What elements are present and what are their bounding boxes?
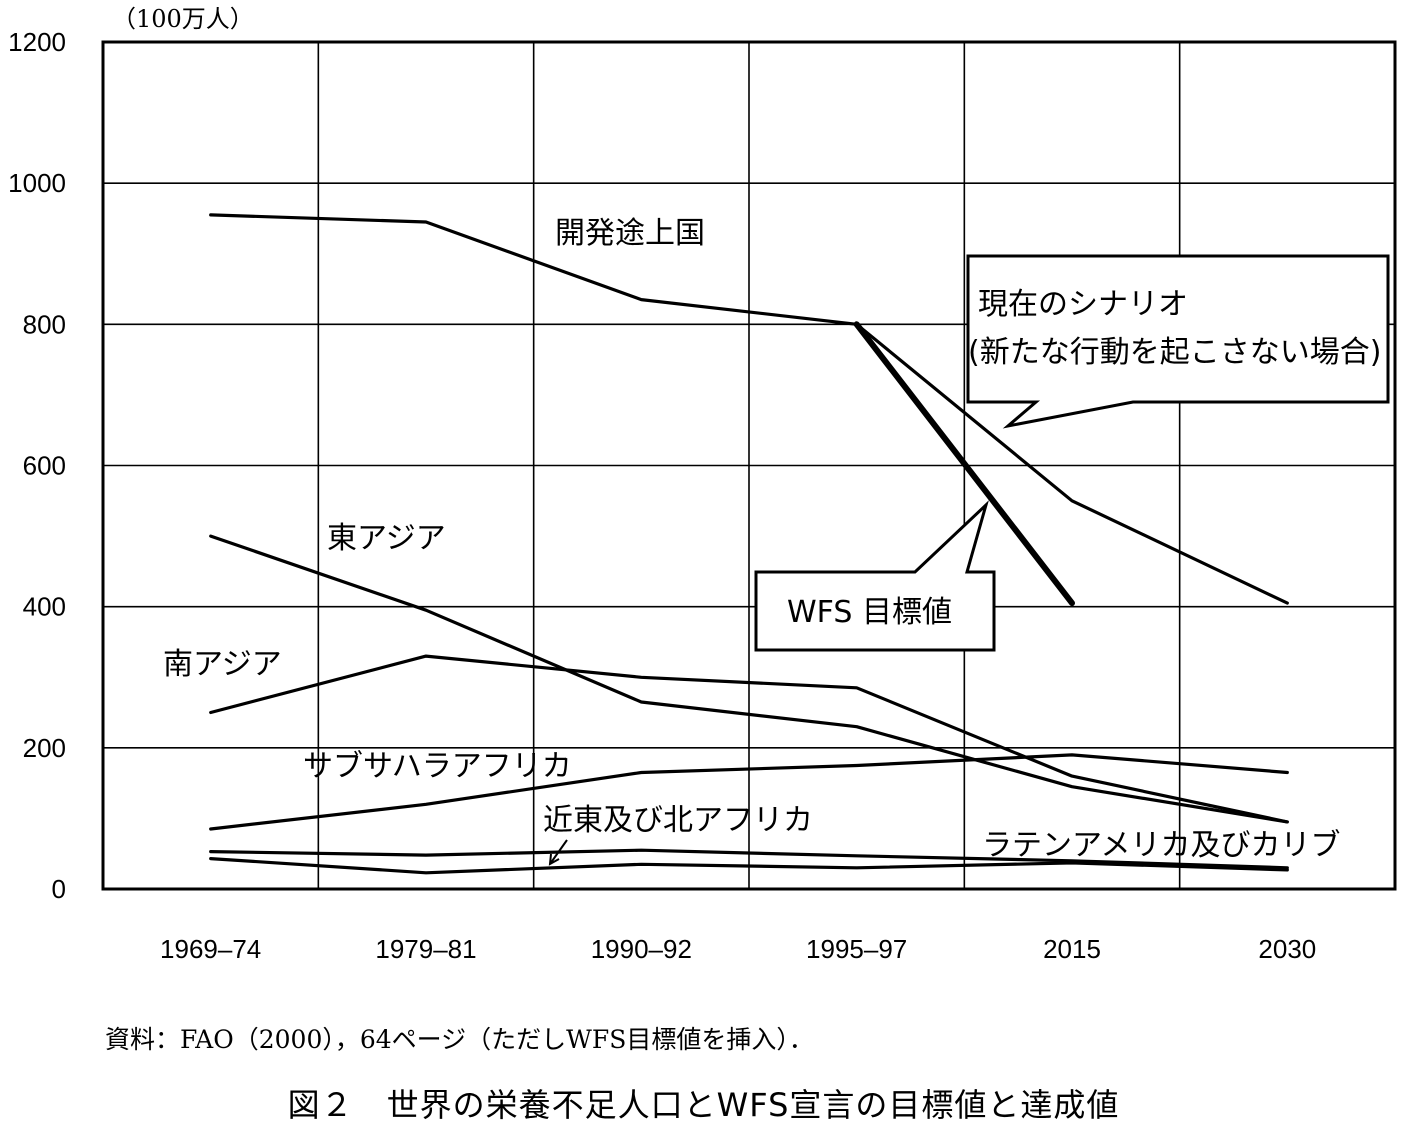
x-tick-label: 1995–97	[806, 934, 907, 964]
series-line	[209, 856, 1289, 875]
series-line	[853, 321, 1075, 607]
y-tick-labels: 0 200 400 600 800 1000 1200	[8, 27, 66, 904]
label-south-asia: 南アジア	[163, 647, 282, 682]
source-note: 資料：FAO（2000），64ページ（ただしWFS目標値を挿入）．	[105, 1025, 814, 1054]
series-line	[209, 654, 1289, 824]
label-east-asia: 東アジア	[327, 521, 446, 556]
label-wfs-target: WFS 目標値	[787, 595, 952, 630]
label-latin-america-caribbean: ラテンアメリカ及びカリブ	[982, 828, 1341, 863]
series-line	[209, 213, 859, 326]
y-tick-label: 0	[52, 874, 66, 904]
y-tick-label: 400	[23, 592, 66, 622]
callout-scenario	[966, 254, 1390, 429]
y-tick-label: 1000	[8, 168, 66, 198]
series-line	[209, 848, 1289, 870]
callout-wfs	[754, 500, 996, 652]
x-tick-label: 1969–74	[160, 934, 261, 964]
series-line	[855, 322, 1289, 605]
label-sub-saharan-africa: サブサハラアフリカ	[303, 749, 572, 784]
y-unit-label: （100万人）	[112, 5, 254, 33]
y-tick-label: 600	[23, 451, 66, 481]
x-tick-label: 2015	[1043, 934, 1101, 964]
series-lines	[209, 213, 1289, 875]
x-tick-label: 1979–81	[375, 934, 476, 964]
near-east-arrow	[548, 839, 568, 866]
series-line	[209, 534, 1289, 824]
label-developing-countries: 開発途上国	[555, 216, 705, 251]
figure-title: 図２ 世界の栄養不足人口とWFS宣言の目標値と達成値	[287, 1086, 1120, 1124]
x-tick-labels: 1969–74 1979–81 1990–92 1995–97 2015 2030	[160, 934, 1316, 964]
series-line	[209, 753, 1289, 831]
y-tick-label: 800	[23, 309, 66, 339]
label-current-scenario-line1: 現在のシナリオ	[978, 287, 1188, 322]
x-tick-label: 1990–92	[591, 934, 692, 964]
y-tick-label: 1200	[8, 27, 66, 57]
x-tick-label: 2030	[1258, 934, 1316, 964]
y-tick-label: 200	[23, 733, 66, 763]
grid	[103, 42, 1395, 889]
plot-frame	[101, 40, 1397, 891]
label-near-east-north-africa: 近東及び北アフリカ	[543, 803, 813, 838]
label-current-scenario-line2: (新たな行動を起こさない場合)	[968, 335, 1381, 370]
